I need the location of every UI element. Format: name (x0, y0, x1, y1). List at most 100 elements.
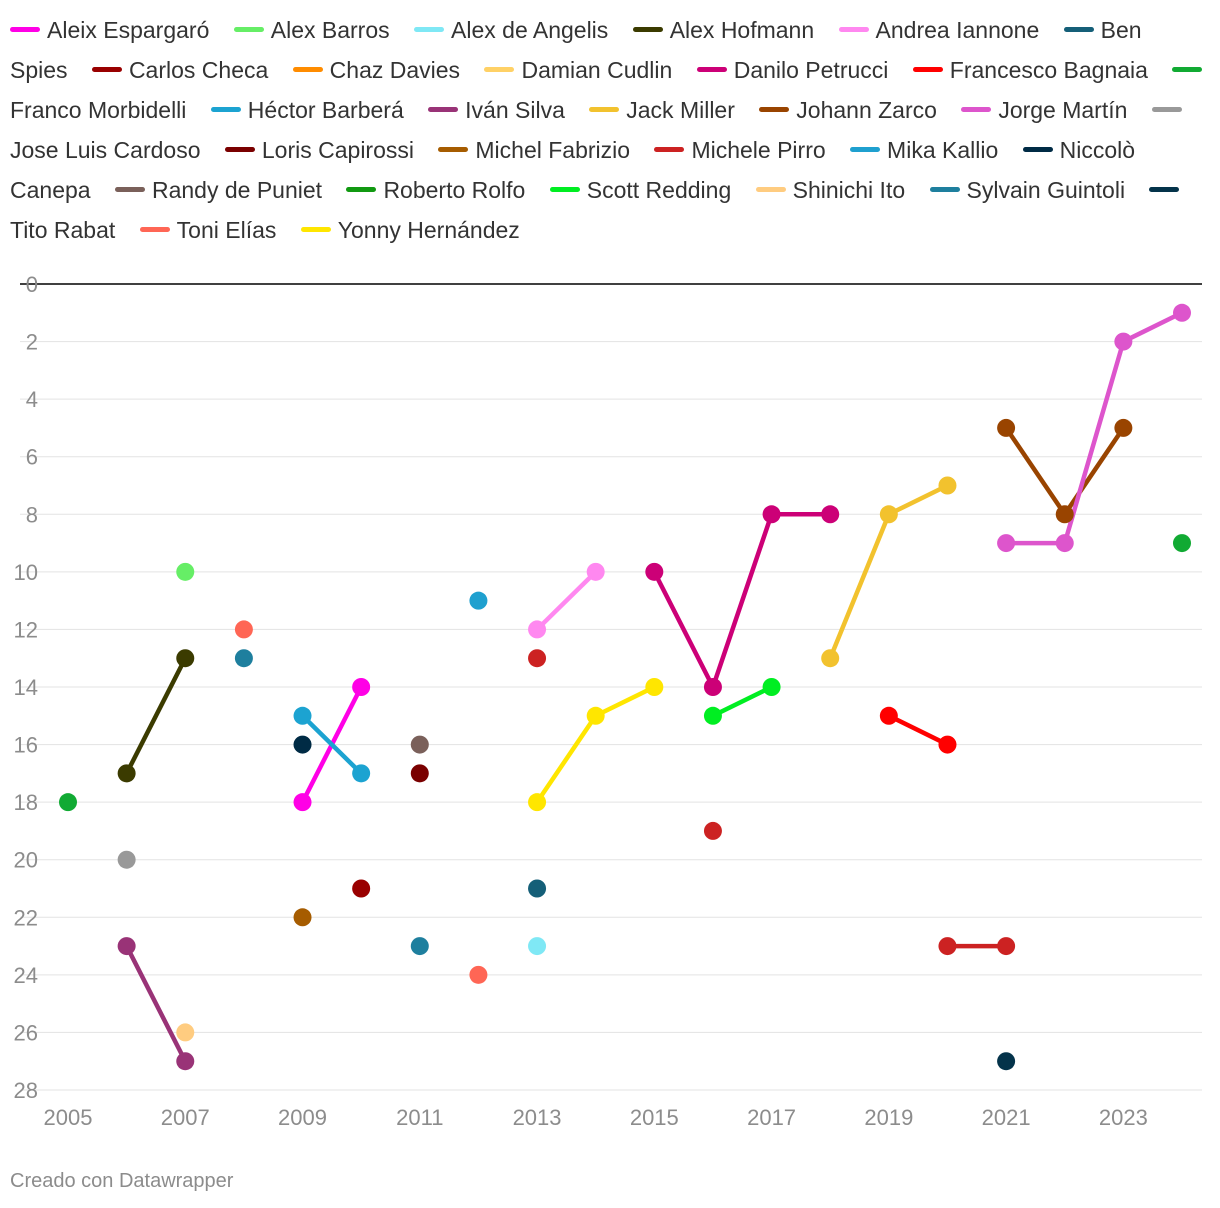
point-johann-zarco (1055, 505, 1074, 524)
legend-swatch (696, 67, 727, 73)
line-segment-francesco-bagnaia (886, 713, 950, 747)
legend-swatch (1063, 27, 1094, 33)
point-alex-hofmann (117, 764, 136, 783)
y-tick-label: 28 (14, 1078, 38, 1103)
legend-swatch (549, 187, 580, 193)
legend-item-jorge-martin: Jorge Martín (961, 97, 1127, 123)
legend-swatch (233, 27, 264, 33)
x-tick-label: 2015 (630, 1105, 679, 1130)
legend-item-ivan-silva: Iván Silva (428, 97, 565, 123)
legend-label: Héctor Barberá (247, 97, 404, 123)
legend-label: Roberto Rolfo (383, 177, 526, 203)
legend-item-danilo-petrucci: Danilo Petrucci (696, 57, 888, 83)
legend-swatch (1149, 187, 1180, 193)
y-tick-label: 20 (14, 848, 38, 873)
point-jorge-martin (1055, 534, 1074, 553)
legend-swatch (292, 67, 323, 73)
point-yonny-hernandez (528, 793, 547, 812)
point-tito-rabat (997, 1052, 1016, 1071)
point-scott-redding (762, 678, 781, 696)
legend-item-toni-elias: Toni Elías (139, 217, 276, 243)
point-loris-capirossi (410, 764, 429, 783)
legend-item-roberto-rolfo: Roberto Rolfo (346, 177, 525, 203)
series-points (59, 303, 1191, 1071)
legend-item-sylvain-guintoli: Sylvain Guintoli (929, 177, 1125, 203)
legend-swatch (961, 107, 992, 113)
legend-swatch (1151, 107, 1182, 113)
legend-swatch (484, 67, 515, 73)
y-tick-label: 24 (14, 963, 38, 988)
legend-swatch (912, 67, 943, 73)
line-segment-jack-miller (827, 512, 892, 661)
y-tick-label: 0 (26, 272, 38, 297)
line-segment-danilo-petrucci (710, 512, 774, 690)
point-aleix-espargaro (352, 678, 371, 696)
legend-label: Tito Rabat (10, 217, 116, 243)
x-tick-label: 2011 (396, 1105, 443, 1130)
legend-swatch (654, 147, 685, 153)
legend-label: Scott Redding (586, 177, 732, 203)
legend-item-johann-zarco: Johann Zarco (759, 97, 937, 123)
y-tick-label: 6 (26, 445, 38, 470)
legend-item-hector-barbera: Héctor Barberá (210, 97, 404, 123)
legend-swatch (224, 147, 255, 153)
point-danilo-petrucci (645, 562, 664, 581)
grid-lines (20, 283, 1202, 1091)
legend-label: Franco Morbidelli (10, 97, 187, 123)
point-niccolo-canepa (293, 735, 312, 754)
line-segment-jack-miller (886, 483, 950, 517)
point-alex-de-angelis (528, 937, 547, 956)
legend-label: Alex Barros (270, 17, 390, 43)
point-toni-elias (234, 620, 253, 639)
line-segment-yonny-hernandez (593, 684, 657, 719)
y-tick-label: 22 (14, 905, 38, 930)
point-shinichi-ito (176, 1023, 195, 1042)
legend-label: Alex de Angelis (451, 17, 609, 43)
point-randy-de-puniet (410, 735, 429, 754)
footer-credit: Creado con Datawrapper (10, 1170, 234, 1192)
legend-item-michele-pirro: Michele Pirro (654, 137, 826, 163)
point-danilo-petrucci (821, 505, 840, 524)
legend-label: Chaz Davies (329, 57, 461, 83)
point-jack-miller (821, 649, 840, 668)
legend-swatch (438, 147, 469, 153)
legend-label: Niccolò Canepa (10, 137, 1136, 203)
legend-swatch (346, 187, 377, 193)
point-scott-redding (703, 706, 722, 725)
legend-label: Randy de Puniet (151, 177, 323, 203)
point-michele-pirro (703, 821, 722, 840)
legend-label: Johann Zarco (796, 97, 937, 123)
point-toni-elias (469, 965, 488, 984)
legend-item-yonny-hernandez: Yonny Hernández (300, 217, 520, 243)
legend-item-francesco-bagnaia: Francesco Bagnaia (912, 57, 1148, 83)
x-tick-label: 2017 (747, 1105, 796, 1130)
legend-label: Yonny Hernández (337, 217, 520, 243)
legend-swatch (91, 67, 122, 73)
x-tick-label: 2005 (44, 1105, 93, 1130)
point-michele-pirro (528, 649, 547, 668)
point-carlos-checa (352, 879, 371, 898)
point-sylvain-guintoli (234, 649, 253, 668)
legend-swatch (759, 107, 790, 113)
chart-legend: Aleix Espargaró Alex Barros Alex de Ange… (10, 10, 1210, 250)
legend-label: Jose Luis Cardoso (10, 137, 201, 163)
line-segment-yonny-hernandez (534, 713, 598, 805)
x-tick-label: 2013 (513, 1105, 562, 1130)
line-segment-andrea-iannone (534, 569, 598, 632)
line-segment-alex-hofmann (124, 655, 188, 776)
point-franco-morbidelli (59, 793, 77, 812)
legend-item-scott-redding: Scott Redding (549, 177, 732, 203)
legend-swatch (210, 107, 241, 113)
legend-item-ben-spies: Ben Spies (10, 17, 1142, 83)
y-tick-label: 14 (14, 675, 38, 700)
y-tick-label: 18 (14, 790, 38, 815)
point-johann-zarco (1114, 418, 1133, 437)
x-axis: 2005 2007 2009 2011 2013 2015 2017 2019 2021 2023 (44, 1105, 1148, 1130)
line-segment-jorge-martin (1062, 339, 1126, 546)
legend-item-aleix-espargaro: Aleix Espargaró (10, 17, 209, 43)
point-mika-kallio (469, 591, 488, 610)
legend-item-shinichi-ito: Shinichi Ito (755, 177, 905, 203)
point-jack-miller (879, 505, 898, 524)
x-tick-label: 2021 (982, 1105, 1031, 1130)
legend-label: Michele Pirro (691, 137, 826, 163)
